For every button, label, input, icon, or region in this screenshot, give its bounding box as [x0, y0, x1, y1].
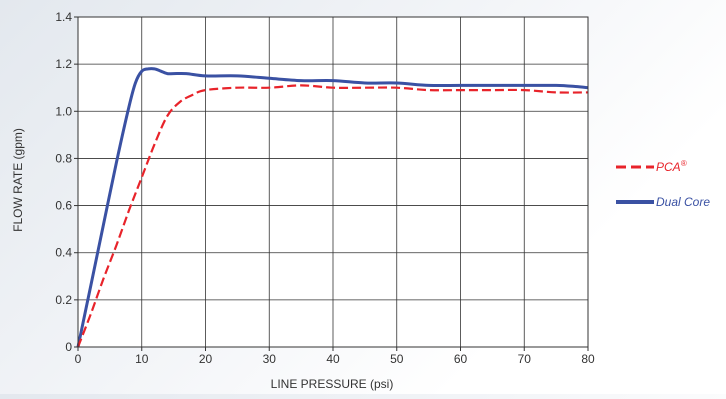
x-tick-label: 70 [518, 352, 532, 366]
series-layer [76, 67, 589, 348]
series-line-pca [76, 84, 589, 348]
legend-superscript: ® [681, 159, 687, 168]
axis-layer [74, 16, 589, 351]
y-tick-label: 0 [65, 340, 72, 354]
grid-layer [78, 17, 588, 347]
plot-frame [77, 16, 589, 348]
x-tick-label: 60 [454, 352, 468, 366]
x-axis-title: LINE PRESSURE (psi) [271, 377, 394, 391]
y-tick-label: 0.2 [55, 293, 72, 307]
y-tick-label: 1.0 [55, 104, 72, 118]
y-tick-label: 0.8 [55, 151, 72, 165]
x-tick-label: 0 [75, 352, 82, 366]
x-tick-label: 50 [390, 352, 404, 366]
legend: PCA® Dual Core [616, 159, 710, 209]
x-tick-label: 20 [199, 352, 213, 366]
series-line-dual-core [76, 67, 589, 348]
y-tick-label: 1.2 [55, 57, 72, 71]
y-tick-label: 0.6 [55, 199, 72, 213]
x-tick-label: 40 [326, 352, 340, 366]
legend-label-dual-core: Dual Core [656, 195, 710, 209]
x-tick-label: 80 [581, 352, 595, 366]
x-tick-label: 10 [135, 352, 149, 366]
x-tick-label: 30 [263, 352, 277, 366]
legend-label-pca: PCA® [656, 159, 687, 174]
y-tick-label: 0.4 [55, 246, 72, 260]
y-axis-title: FLOW RATE (gpm) [11, 128, 25, 232]
y-tick-label: 1.4 [55, 10, 72, 24]
tick-layer: 0 10 20 30 40 50 60 70 80 0 0.2 0.4 0.6 0.8 1.0 1.2 1.4 [55, 10, 595, 366]
